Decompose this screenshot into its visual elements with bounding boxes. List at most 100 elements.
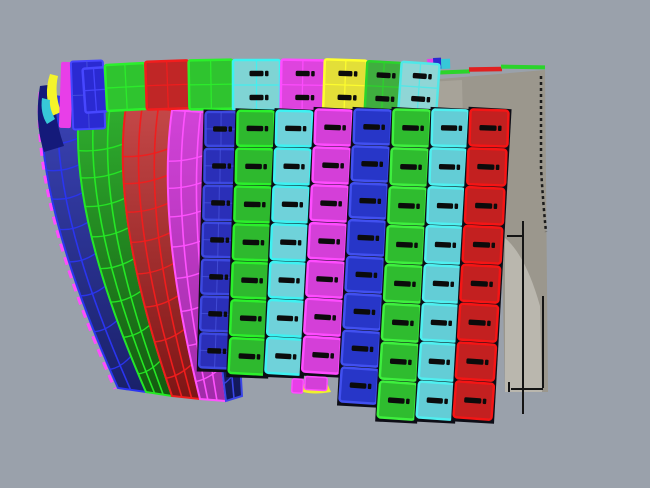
top-shell-panel[interactable] (321, 58, 369, 112)
shell-plate[interactable] (265, 298, 306, 338)
bow-plate[interactable] (41, 98, 55, 124)
top-shell-panel[interactable] (363, 59, 403, 114)
shell-plate[interactable] (303, 297, 345, 337)
top-shell-panel[interactable] (397, 60, 441, 114)
shell-plate[interactable] (313, 108, 354, 147)
shell-plate[interactable] (200, 258, 235, 296)
shell-plate[interactable] (419, 302, 460, 343)
bow-tip-plate-small (440, 58, 451, 69)
shell-plate[interactable] (421, 263, 462, 304)
shell-plate[interactable] (346, 218, 388, 257)
shell-plate[interactable] (456, 302, 500, 343)
plate-label (316, 276, 334, 283)
shell-plate[interactable] (272, 147, 313, 186)
shell-plate[interactable] (307, 221, 349, 261)
shell-plate[interactable] (382, 263, 424, 304)
shell-plate[interactable] (468, 108, 510, 148)
shell-plate[interactable] (230, 261, 271, 300)
plate-label (338, 70, 353, 77)
top-shell-panel[interactable] (231, 58, 282, 112)
shell-plate-column[interactable] (299, 106, 356, 378)
shell-plate[interactable] (417, 341, 458, 382)
shell-plate[interactable] (350, 145, 391, 183)
frame-line (59, 221, 89, 231)
shell-plate[interactable] (463, 185, 506, 226)
shell-plate[interactable] (228, 298, 270, 338)
shell-plate[interactable] (415, 380, 457, 421)
plate-label (239, 315, 257, 322)
top-shell-panel[interactable] (279, 58, 326, 112)
shell-plate[interactable] (430, 108, 470, 148)
shell-plate[interactable] (376, 380, 419, 421)
shell-plate[interactable] (466, 147, 508, 187)
shell-plate[interactable] (340, 329, 382, 368)
top-shell-panel[interactable] (187, 58, 235, 111)
shell-plate[interactable] (344, 255, 386, 294)
shell-plate[interactable] (203, 147, 237, 185)
shell-plate[interactable] (311, 146, 352, 185)
plate-label (259, 278, 263, 284)
plate-label (208, 311, 223, 317)
top-shell-panel[interactable] (103, 61, 149, 113)
shell-plate[interactable] (385, 224, 426, 265)
panel-grid-lines (323, 59, 367, 111)
frame-line (100, 258, 135, 270)
shell-plate[interactable] (202, 184, 237, 222)
plate-label (458, 125, 463, 131)
shell-plate[interactable] (235, 109, 276, 148)
shell-plate[interactable] (428, 147, 468, 187)
shell-plate[interactable] (197, 332, 233, 370)
shell-plate[interactable] (305, 259, 347, 299)
shell-plate[interactable] (459, 263, 502, 304)
plate-label (497, 125, 502, 132)
shell-plate[interactable] (452, 380, 496, 421)
shell-plate[interactable] (387, 186, 428, 226)
shell-plate[interactable] (227, 336, 269, 376)
shell-plate[interactable] (378, 341, 420, 382)
shell-plate[interactable] (231, 223, 273, 262)
plate-label (464, 397, 482, 404)
bow-tip-cluster[interactable] (37, 59, 107, 152)
plate-label (280, 239, 297, 246)
shell-plate[interactable] (198, 295, 234, 333)
plate-label (225, 237, 230, 243)
plate-label (212, 163, 227, 169)
plate-label (207, 347, 222, 354)
top-shell-panel[interactable] (143, 59, 192, 111)
shell-plate[interactable] (271, 185, 311, 224)
shell-plate[interactable] (300, 335, 343, 375)
shell-plate[interactable] (426, 186, 466, 226)
shell-plate[interactable] (233, 185, 274, 224)
shell-plate[interactable] (391, 108, 432, 148)
shell-plate[interactable] (342, 292, 384, 331)
bottom-sliver-plate[interactable] (304, 375, 328, 392)
shell-plate[interactable] (424, 224, 464, 265)
shell-plate[interactable] (338, 366, 380, 405)
shell-plate[interactable] (454, 341, 498, 382)
plate-label (444, 398, 448, 405)
shell-plate[interactable] (380, 302, 422, 343)
shell-plate-column[interactable] (262, 108, 316, 379)
shell-plate[interactable] (234, 147, 275, 186)
plate-label (436, 202, 454, 209)
bow-plate[interactable] (58, 61, 74, 129)
shell-plate[interactable] (204, 110, 238, 148)
shell-plate[interactable] (269, 223, 310, 262)
shell-plate[interactable] (309, 183, 350, 223)
top-shell-panel[interactable] (81, 66, 109, 114)
frame-line (138, 360, 161, 375)
shell-plate[interactable] (352, 108, 393, 146)
shell-plate[interactable] (389, 147, 430, 187)
shell-plate[interactable] (201, 221, 236, 259)
shell-plate[interactable] (264, 336, 305, 376)
plate-label (472, 241, 491, 248)
shell-plate-column[interactable] (451, 106, 512, 424)
shell-plate[interactable] (348, 182, 390, 220)
bow-plate[interactable] (46, 74, 61, 116)
bottom-sliver-plate[interactable] (290, 378, 305, 394)
shell-plate[interactable] (461, 224, 504, 265)
shell-plate[interactable] (267, 260, 308, 300)
shell-plate[interactable] (274, 109, 314, 148)
